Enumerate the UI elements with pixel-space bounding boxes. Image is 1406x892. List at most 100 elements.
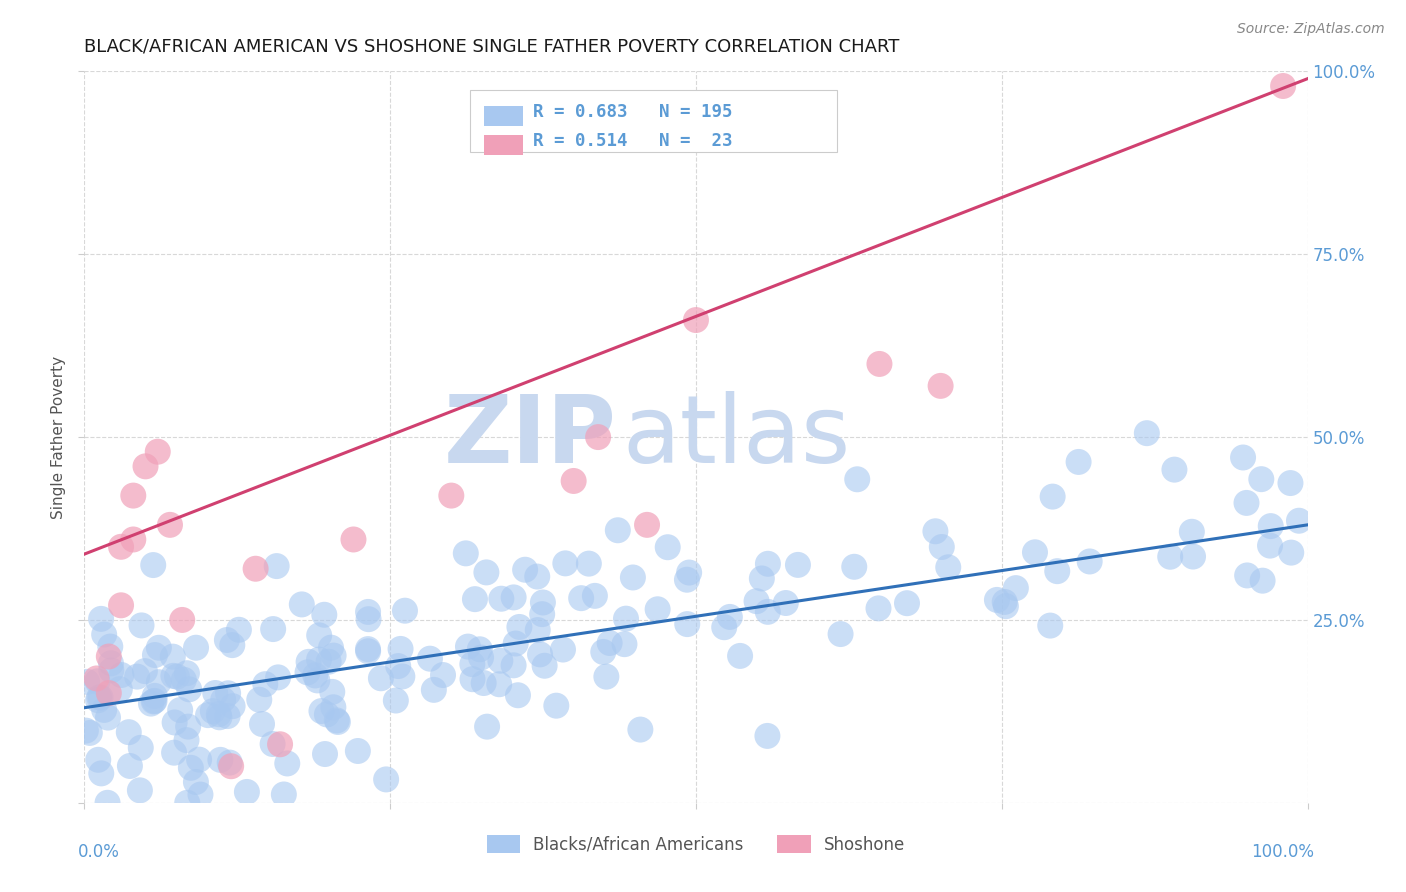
Point (1236, 568, 1258, 582)
Point (994, 599, 1017, 614)
Point (676, 617, 699, 632)
Point (347, 744, 370, 758)
Point (1258, 539, 1281, 553)
Point (868, 601, 890, 615)
Point (440, 489, 463, 503)
Point (204, 686, 226, 700)
Point (489, 654, 512, 668)
Point (751, 572, 773, 586)
Point (1024, 545, 1046, 559)
Point (142, 694, 165, 708)
Point (273, 788, 295, 802)
Point (546, 698, 568, 713)
Point (713, 620, 735, 634)
Text: R = 0.683   N = 195: R = 0.683 N = 195 (533, 103, 733, 120)
Point (162, 669, 184, 683)
Point (208, 707, 231, 722)
Point (583, 589, 606, 603)
Point (110, 668, 132, 682)
Point (526, 623, 548, 637)
Point (86, 674, 108, 689)
Point (326, 714, 349, 729)
Text: Source: ZipAtlas.com: Source: ZipAtlas.com (1237, 22, 1385, 37)
Point (357, 642, 380, 657)
Point (578, 557, 600, 571)
Text: R = 0.514   N =  23: R = 0.514 N = 23 (533, 132, 733, 150)
Point (197, 708, 219, 723)
Point (551, 642, 574, 657)
Point (97, 649, 120, 664)
Point (1251, 574, 1274, 588)
Point (316, 707, 339, 722)
Point (1288, 514, 1310, 528)
Point (562, 474, 585, 488)
Point (190, 788, 212, 802)
Point (1042, 490, 1064, 504)
Point (454, 546, 477, 560)
Point (1182, 549, 1205, 564)
Point (1250, 472, 1272, 486)
Point (628, 723, 651, 737)
Point (90, 690, 112, 705)
Point (291, 598, 314, 612)
Point (621, 570, 644, 584)
Point (166, 670, 188, 684)
Point (370, 671, 392, 685)
Point (468, 642, 491, 657)
Point (127, 670, 149, 684)
Point (118, 759, 141, 773)
Point (472, 676, 495, 690)
Point (342, 533, 364, 547)
Point (461, 657, 484, 672)
Point (219, 759, 242, 773)
Point (505, 636, 527, 650)
Text: ZIP: ZIP (443, 391, 616, 483)
Point (387, 659, 409, 673)
Point (647, 602, 669, 616)
Point (163, 715, 186, 730)
Point (308, 652, 330, 666)
Point (756, 557, 779, 571)
Point (475, 566, 498, 580)
Point (314, 607, 336, 622)
Point (322, 700, 344, 714)
Point (184, 775, 207, 789)
Point (179, 682, 201, 697)
Point (143, 648, 166, 662)
Point (297, 665, 319, 680)
Point (250, 717, 273, 731)
Point (98, 640, 121, 654)
Point (100, 657, 122, 671)
Point (391, 669, 413, 683)
Point (129, 740, 152, 755)
Point (595, 670, 617, 684)
Point (1078, 554, 1101, 568)
Point (221, 699, 243, 714)
Point (118, 725, 141, 739)
Point (488, 677, 510, 691)
Point (896, 596, 918, 610)
Point (87, 693, 110, 707)
Point (163, 746, 186, 760)
Point (87, 753, 110, 767)
Point (513, 563, 536, 577)
Point (218, 756, 240, 770)
Point (188, 753, 211, 767)
Point (108, 682, 131, 697)
Point (846, 472, 869, 486)
Point (533, 658, 555, 673)
Point (93, 703, 115, 717)
Point (787, 558, 810, 572)
Point (1067, 455, 1090, 469)
Point (318, 655, 340, 669)
Point (176, 733, 198, 747)
Point (636, 517, 658, 532)
Point (209, 753, 232, 767)
Point (100, 664, 122, 678)
Point (529, 648, 551, 662)
Point (148, 675, 170, 690)
Point (718, 610, 741, 624)
Point (173, 673, 195, 687)
Point (169, 703, 191, 717)
Point (1232, 450, 1254, 465)
